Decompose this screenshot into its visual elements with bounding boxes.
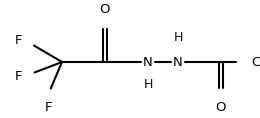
Text: H: H (173, 31, 183, 44)
Text: N: N (173, 55, 183, 69)
Text: H: H (143, 78, 153, 91)
Text: O: O (100, 3, 110, 16)
Text: F: F (15, 70, 22, 82)
Text: O: O (216, 101, 226, 114)
Text: F: F (44, 101, 52, 114)
Text: Cl: Cl (251, 55, 260, 69)
Text: F: F (15, 34, 22, 48)
Text: N: N (143, 55, 153, 69)
